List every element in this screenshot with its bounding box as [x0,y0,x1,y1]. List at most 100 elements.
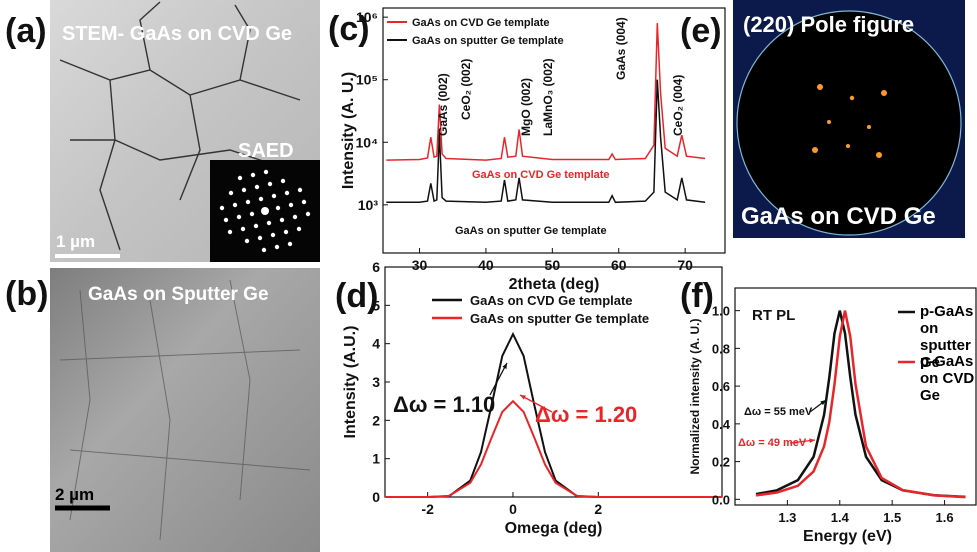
diffraction-spot [289,203,293,207]
annotation: GaAs (002) [436,73,450,136]
diffraction-spot [268,182,272,186]
panel-label: (a) [5,12,47,50]
image-caption: GaAs on CVD Ge [741,203,936,230]
diffraction-spot [255,185,259,189]
annotation: GaAs on CVD Ge template [472,169,610,181]
diffraction-spot [262,248,266,252]
y-tick-label: 10⁴ [356,134,379,150]
diffraction-spot [298,188,302,192]
y-tick-label: 0.6 [712,379,730,394]
image-title: GaAs on Sputter Ge [88,284,269,305]
diffraction-spot [258,236,262,240]
annotation: MgO (002) [519,78,533,136]
y-tick-label: 6 [372,259,380,275]
diffraction-spot [233,203,237,207]
annotation: CeO₂ (002) [459,59,473,120]
annotation: RT PL [752,307,795,324]
diffraction-spot [229,191,233,195]
y-tick-label: 3 [372,374,380,390]
annotation: Δω = 49 meV [738,437,807,449]
legend-label: GaAs on CVD Ge template [470,293,633,308]
x-tick-label: 40 [478,257,494,273]
x-tick-label: 1.6 [936,510,954,525]
diffraction-spot [224,218,228,222]
diffraction-spot [281,179,285,183]
diffraction-spot [246,200,250,204]
diffraction-spot [275,245,279,249]
pole-circle [737,11,961,235]
image-title: STEM- GaAs on CVD Ge [62,23,292,45]
diffraction-spot [237,215,241,219]
diffraction-spot [245,239,249,243]
x-tick-label: 30 [412,257,428,273]
y-tick-label: 5 [372,297,380,313]
annotation: CeO₂ (004) [671,75,685,136]
x-tick-label: 1.3 [778,510,796,525]
annotation: Δω = 1.20 [535,402,637,427]
diffraction-spot [220,206,224,210]
diffraction-spot [267,221,271,225]
x-tick-label: 60 [611,257,627,273]
x-tick-label: 1.4 [831,510,850,525]
y-tick-label: 1.0 [712,304,730,319]
diffraction-spot [242,188,246,192]
y-tick-label: 10⁶ [356,9,378,25]
y-tick-label: 0.2 [712,455,730,470]
diffraction-spot [302,200,306,204]
y-tick-label: 10³ [358,197,379,213]
y-axis-label: Intensity (A.U.) [342,326,359,439]
inset-label: SAED [238,140,294,162]
y-axis-label: Intensity (A. U.) [340,72,357,189]
diffraction-spot [306,212,310,216]
legend-label: p-GaAs on CVD Ge [920,353,977,404]
legend-label: GaAs on CVD Ge template [412,17,550,29]
x-tick-label: 50 [545,257,561,273]
figure: (a) STEM- GaAs on CVD Ge SAED 1 µm (b) G… [0,0,977,552]
x-axis-label: Energy (eV) [803,528,892,545]
y-tick-label: 10⁵ [356,72,378,88]
diffraction-spot [272,194,276,198]
y-tick-label: 0.0 [712,492,730,507]
y-tick-label: 2 [372,412,380,428]
diffraction-spot [254,224,258,228]
diffraction-spot [261,207,269,215]
diffraction-spot [241,227,245,231]
panel-label: (e) [680,12,722,50]
diffraction-spot [250,212,254,216]
diffraction-spot [276,206,280,210]
diffraction-spot [228,230,232,234]
panel-label: (f) [680,277,714,315]
x-tick-label: -2 [421,501,434,517]
legend-label: GaAs on sputter Ge template [470,311,649,326]
x-tick-label: 2 [594,501,602,517]
diffraction-spot [285,191,289,195]
diffraction-spot [284,230,288,234]
x-tick-label: 70 [677,257,693,273]
x-axis-label: Omega (deg) [505,520,603,537]
figure-canvas: (a) STEM- GaAs on CVD Ge SAED 1 µm (b) G… [0,0,977,552]
legend-label: GaAs on sputter Ge template [412,35,564,47]
y-axis-label: Normalized intensity (A. U.) [688,318,702,474]
annotation: GaAs on sputter Ge template [455,225,607,237]
y-tick-label: 0 [372,489,380,505]
annotation: Δω = 1.10 [393,392,495,417]
x-tick-label: 1.5 [883,510,901,525]
panel-label: (b) [5,275,48,313]
diffraction-spot [271,233,275,237]
x-tick-label: 0 [509,501,517,517]
scale-label: 1 µm [56,232,95,251]
diffraction-spot [264,170,268,174]
annotation: LaMnO₃ (002) [541,58,555,136]
diffraction-spot [251,173,255,177]
diffraction-spot [297,227,301,231]
scale-label: 2 µm [55,485,94,504]
annotation: GaAs (004) [614,17,628,80]
diffraction-spot [280,218,284,222]
x-axis-label: 2theta (deg) [509,276,600,293]
annotation: Δω = 55 meV [744,406,813,418]
y-tick-label: 0.4 [712,417,731,432]
diffraction-spot [259,197,263,201]
y-tick-label: 1 [372,451,380,467]
y-tick-label: 0.8 [712,341,730,356]
diffraction-spot [238,176,242,180]
